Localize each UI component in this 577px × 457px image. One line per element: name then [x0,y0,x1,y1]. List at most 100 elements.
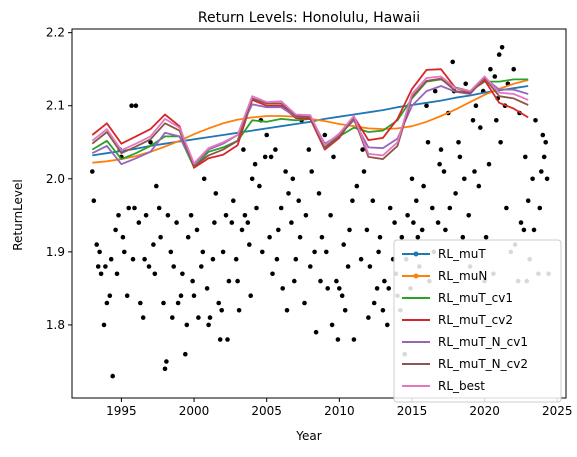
observation-point [252,161,258,167]
x-tick-label: 2010 [324,404,355,418]
observation-point [293,256,299,262]
legend-label: RL_best [438,379,485,393]
observation-point [158,234,163,240]
observation-point [260,249,265,255]
series-line-rl-best [91,75,529,165]
observation-point [331,154,336,160]
legend-label: RL_muT_cv2 [438,313,513,327]
observation-point [399,234,405,240]
y-tick-label: 2.0 [46,172,65,186]
observation-point [350,198,355,203]
observation-point [483,234,489,240]
observation-point [97,249,102,255]
observation-point [175,300,181,306]
observation-point [499,45,505,50]
observation-point [324,249,329,255]
observation-point [386,286,392,291]
observation-point [334,278,339,284]
observation-point [191,293,197,299]
observation-point [366,315,371,320]
observation-point [382,278,387,284]
observation-point [322,132,328,138]
observation-point [220,249,226,255]
x-tick-label: 2000 [179,404,210,418]
observation-point [223,213,229,218]
observation-point [185,234,191,240]
x-tick-label: 2015 [397,404,428,418]
observation-point [498,140,503,145]
observation-point [247,242,252,247]
observation-point [91,198,97,203]
observation-point [219,308,224,313]
observation-point [270,271,275,277]
observation-point [268,154,274,160]
observation-point [424,103,429,108]
observation-point [486,161,492,167]
observation-point [492,74,498,79]
observation-point [217,337,223,342]
x-axis-label: Year [295,429,321,443]
observation-point [313,329,319,335]
chart-title: Return Levels: Honolulu, Hawaii [198,10,420,26]
observation-point [210,256,216,262]
observation-point [143,213,149,218]
x-tick-label: 2025 [542,404,573,418]
observation-point [136,220,142,225]
observation-point [283,169,288,174]
observation-point [233,256,239,262]
observation-point [437,161,442,167]
observation-point [537,205,543,211]
observation-point [239,227,245,233]
observation-point [231,198,236,203]
observation-point [351,337,357,342]
observation-point [462,176,467,182]
observation-point [278,205,284,211]
observation-point [466,213,472,218]
observation-point [358,256,364,262]
observation-point [435,220,441,225]
observation-point [432,88,438,94]
observation-point [284,308,290,313]
observation-point [325,286,331,291]
observation-point [470,118,476,123]
observation-point [264,132,270,138]
observation-point [114,271,120,277]
observation-point [476,183,482,189]
observation-point [154,183,159,189]
legend-label: RL_muT_N_cv1 [438,335,528,349]
observation-point [533,118,538,123]
observation-point [216,300,221,306]
observation-point [124,293,130,299]
observation-point [257,183,262,189]
observation-point [457,154,463,160]
observation-point [146,264,152,269]
observation-point [370,198,376,203]
observation-point [140,315,146,320]
observation-point [286,191,291,196]
observation-point [430,205,435,211]
observation-point [241,147,246,152]
observation-point [392,220,397,225]
observation-point [335,337,341,342]
observation-point [540,132,546,138]
observation-point [116,213,121,218]
observation-point [242,213,248,218]
observation-point [161,300,166,306]
observation-point [387,205,393,211]
legend: RL_muT RL_muN RL_muT_cv1 RL_muT_cv2 RL_muT_N… [393,239,562,403]
observation-point [411,220,416,225]
observation-point [318,278,323,284]
observation-point [541,154,547,160]
y-tick-label: 2.1 [46,99,65,113]
observation-point [273,147,278,152]
observation-point [377,234,383,240]
observation-point [132,205,137,211]
observation-point [206,322,211,328]
y-tick-label: 1.8 [46,318,65,332]
observation-point [200,249,206,255]
observation-point [129,103,134,108]
observation-point [113,227,118,233]
observation-point [521,227,527,233]
observation-point [196,315,201,320]
